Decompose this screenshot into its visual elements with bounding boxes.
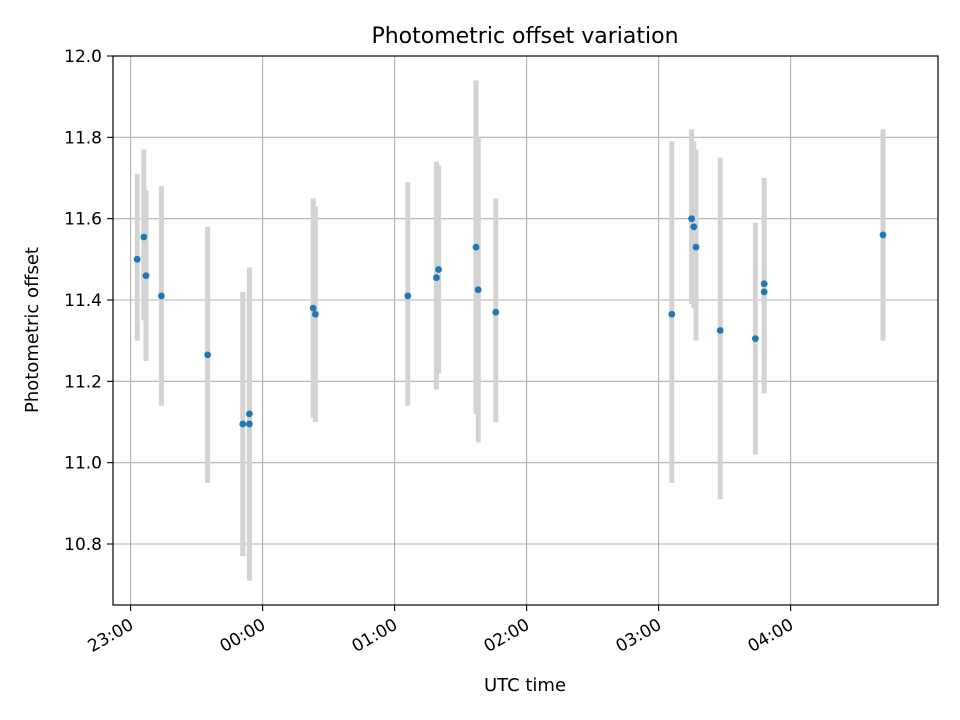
data-point bbox=[133, 255, 141, 263]
data-point bbox=[140, 233, 148, 241]
data-point bbox=[760, 288, 768, 296]
plot-frame bbox=[112, 55, 939, 606]
data-point bbox=[752, 335, 759, 343]
data-point bbox=[142, 272, 150, 279]
data-point bbox=[472, 243, 480, 251]
data-point bbox=[879, 231, 887, 239]
data-points bbox=[133, 215, 887, 428]
data-point bbox=[716, 327, 724, 334]
data-point bbox=[309, 304, 317, 312]
data-point bbox=[688, 215, 695, 223]
data-point bbox=[204, 351, 212, 359]
y-axis: 10.8 11.0 11.2 11.4 11.6 11.8 12.0 bbox=[64, 47, 113, 555]
y-tick-label: 12.0 bbox=[64, 47, 102, 67]
data-point bbox=[239, 420, 247, 428]
data-point bbox=[158, 292, 165, 300]
data-point bbox=[312, 310, 319, 318]
data-point bbox=[433, 274, 440, 282]
data-point bbox=[668, 310, 676, 318]
data-point bbox=[435, 266, 442, 273]
y-tick-label: 11.2 bbox=[64, 372, 102, 392]
y-tick-label: 11.6 bbox=[64, 210, 102, 230]
y-tick-label: 11.8 bbox=[64, 128, 102, 148]
y-tick-label: 10.8 bbox=[64, 535, 102, 555]
data-point bbox=[492, 308, 500, 316]
data-point bbox=[404, 292, 412, 300]
data-point bbox=[474, 286, 482, 294]
data-point bbox=[692, 243, 700, 251]
data-point bbox=[690, 223, 698, 231]
x-axis-label: UTC time bbox=[484, 675, 566, 696]
data-point bbox=[760, 280, 768, 288]
y-tick-label: 11.4 bbox=[64, 291, 102, 311]
data-point bbox=[246, 420, 253, 428]
chart-title: Photometric offset variation bbox=[371, 24, 678, 49]
data-point bbox=[246, 410, 253, 418]
y-tick-label: 11.0 bbox=[64, 454, 102, 474]
y-axis-label: Photometric offset bbox=[22, 247, 43, 413]
